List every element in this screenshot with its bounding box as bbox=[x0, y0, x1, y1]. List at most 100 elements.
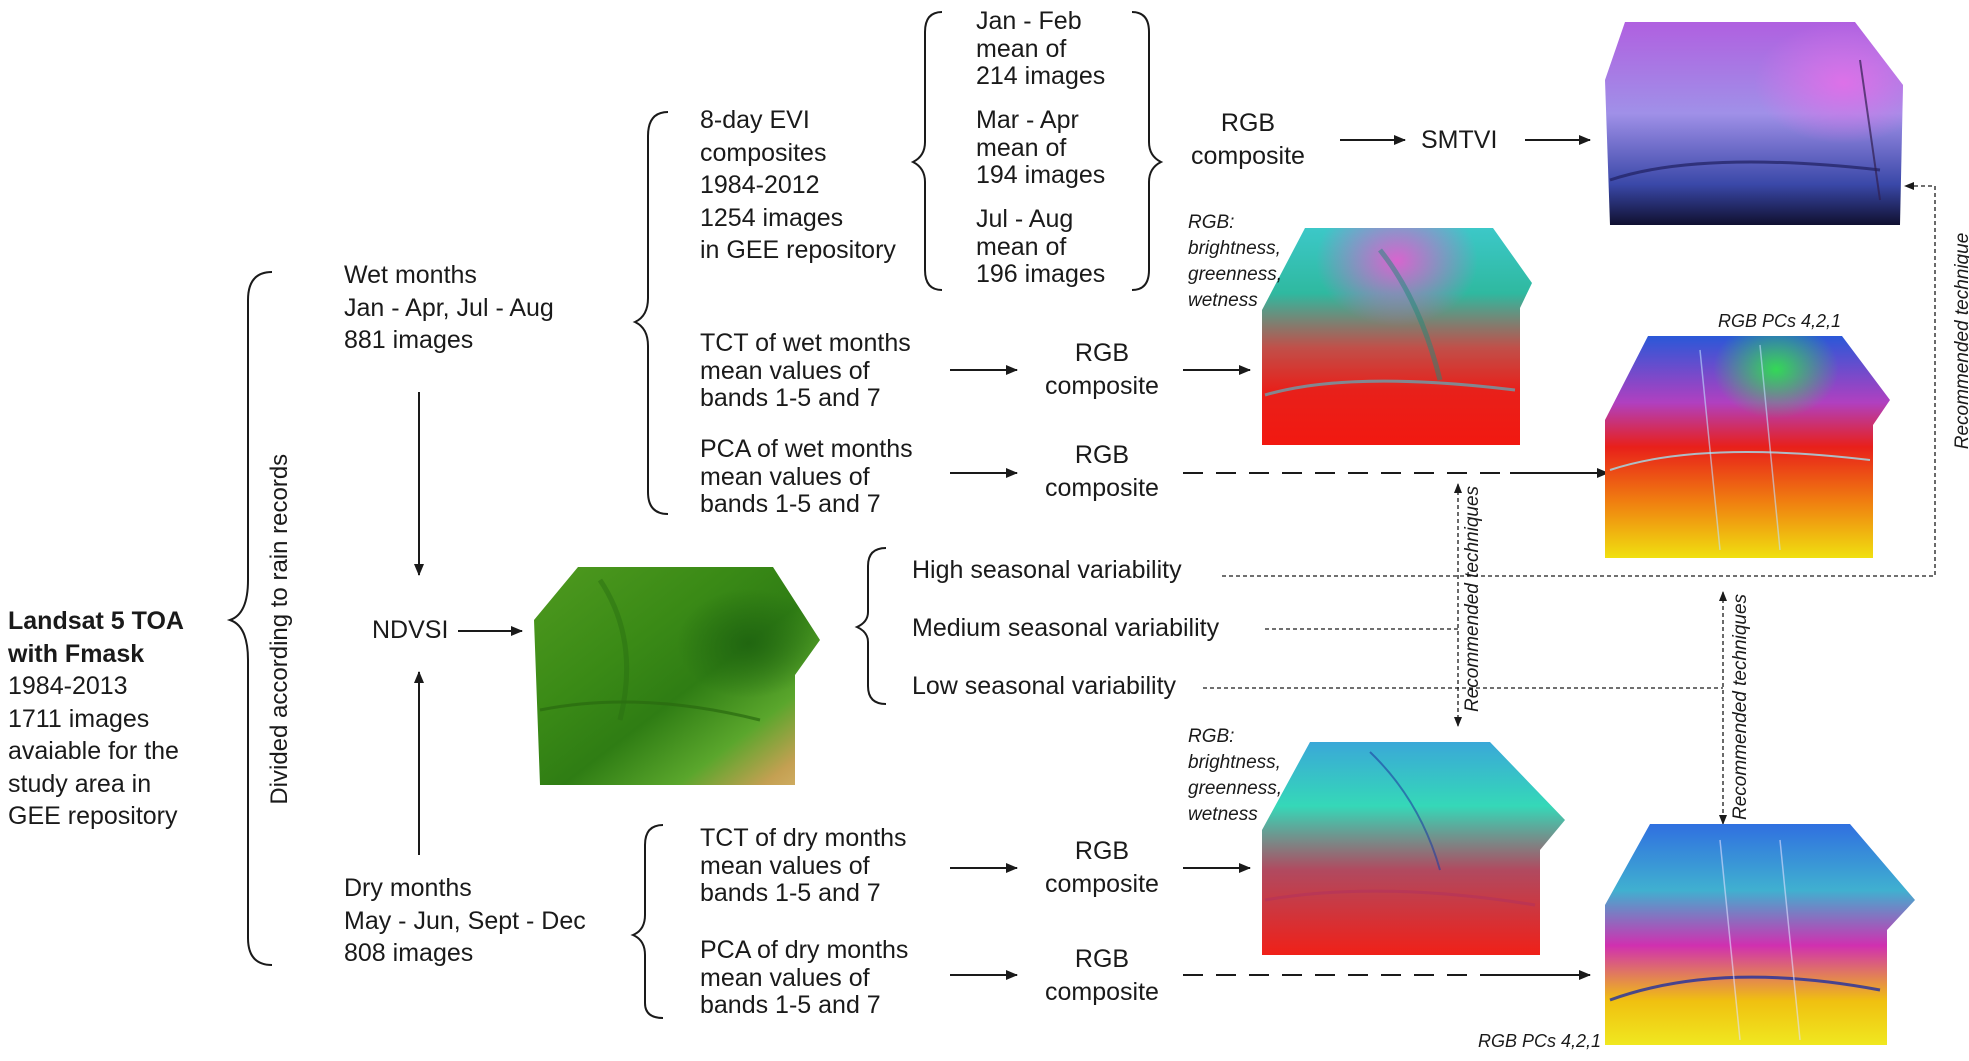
tct-wet-line-2: mean values of bbox=[700, 356, 870, 385]
tct-dry-line-2: mean values of bbox=[700, 851, 870, 880]
pca-wet-map-image bbox=[1605, 336, 1890, 558]
period-jul-aug: Jul - Aug mean of 196 images bbox=[976, 205, 1106, 289]
pca-wet-line-3: bands 1-5 and 7 bbox=[700, 490, 881, 518]
source-title-line-2: with Fmask bbox=[8, 639, 145, 668]
evi-rgb-composite: RGB composite bbox=[1178, 107, 1318, 172]
wet-brace bbox=[632, 111, 669, 515]
pca-wet-block: PCA of wet months mean values of bands 1… bbox=[700, 435, 913, 519]
dry-months-count: 808 images bbox=[344, 939, 474, 967]
dry-brace bbox=[630, 824, 664, 1019]
period-jan-feb-months: Jan - Feb bbox=[976, 7, 1082, 35]
source-details-line-3: avaiable for the bbox=[8, 737, 179, 765]
tct-dry-caption-line-2: brightness, bbox=[1188, 752, 1281, 773]
source-details-line-4: study area in bbox=[8, 769, 152, 798]
tct-dry-line-3: bands 1-5 and 7 bbox=[700, 879, 881, 907]
tct-dry-image-caption: RGB: brightness, greenness, wetness bbox=[1188, 724, 1282, 828]
dry-months-range: May - Jun, Sept - Dec bbox=[344, 906, 586, 935]
tct-wet-caption-line-3: greenness, bbox=[1188, 264, 1283, 285]
pca-dry-line-2: mean values of bbox=[700, 963, 870, 992]
pca-dry-map-image bbox=[1605, 824, 1915, 1045]
pca-dry-image-caption: RGB PCs 4,2,1 bbox=[1478, 1031, 1602, 1051]
evi-block: 8-day EVI composites 1984-2012 1254 imag… bbox=[700, 104, 896, 267]
pca-wet-image-caption: RGB PCs 4,2,1 bbox=[1718, 311, 1842, 331]
source-brace bbox=[226, 271, 273, 966]
period-mar-apr-months: Mar - Apr bbox=[976, 106, 1079, 134]
tct-dry-rgb-composite: RGB composite bbox=[1032, 835, 1172, 900]
period-mar-apr-label: mean of bbox=[976, 133, 1067, 162]
tct-wet-caption-line-4: wetness bbox=[1188, 290, 1258, 311]
tct-wet-caption-line-2: brightness, bbox=[1188, 238, 1281, 259]
tct-dry-caption-line-4: wetness bbox=[1188, 804, 1258, 825]
tct-wet-rgb-line-2: composite bbox=[1045, 371, 1159, 400]
wet-months-title: Wet months bbox=[344, 261, 477, 289]
tct-wet-line-3: bands 1-5 and 7 bbox=[700, 384, 881, 412]
tct-dry-caption-line-3: greenness, bbox=[1188, 778, 1283, 799]
evi-line-3: 1984-2012 bbox=[700, 171, 820, 199]
ndvsi-label: NDVSI bbox=[372, 616, 449, 644]
wet-months-count: 881 images bbox=[344, 326, 474, 354]
evi-rgb-line-1: RGB bbox=[1220, 109, 1276, 137]
pca-dry-rgb-line-2: composite bbox=[1045, 977, 1159, 1006]
wet-months-range: Jan - Apr, Jul - Aug bbox=[344, 293, 554, 322]
pca-dry-rgb-composite: RGB composite bbox=[1032, 943, 1172, 1008]
smtvi-map-image bbox=[1605, 22, 1903, 225]
recommended-techniques-lower-label: Recommended techniques bbox=[1730, 593, 1751, 820]
tct-wet-block: TCT of wet months mean values of bands 1… bbox=[700, 329, 911, 413]
source-title: Landsat 5 TOA with Fmask bbox=[8, 605, 184, 670]
periods-open-brace bbox=[910, 11, 943, 291]
evi-line-1: 8-day EVI bbox=[700, 106, 810, 134]
tct-wet-caption-line-1: RGB: bbox=[1188, 212, 1235, 233]
tct-wet-line-1: TCT of wet months bbox=[700, 329, 911, 357]
pca-wet-rgb-composite: RGB composite bbox=[1032, 439, 1172, 504]
period-jan-feb: Jan - Feb mean of 214 images bbox=[976, 7, 1106, 91]
pca-wet-line-1: PCA of wet months bbox=[700, 435, 913, 463]
variability-brace bbox=[854, 547, 887, 705]
periods-close-brace bbox=[1131, 11, 1164, 291]
dry-months-block: Dry months May - Jun, Sept - Dec 808 ima… bbox=[344, 872, 586, 970]
tct-dry-rgb-line-1: RGB bbox=[1074, 837, 1130, 865]
evi-line-5: in GEE repository bbox=[700, 236, 896, 264]
tct-wet-image-caption: RGB: brightness, greenness, wetness bbox=[1188, 210, 1282, 314]
ndvsi-map-image bbox=[534, 567, 820, 785]
tct-wet-map-image bbox=[1262, 228, 1532, 445]
tct-dry-block: TCT of dry months mean values of bands 1… bbox=[700, 824, 907, 908]
tct-dry-map-image bbox=[1262, 742, 1565, 955]
tct-wet-rgb-line-1: RGB bbox=[1074, 339, 1130, 367]
pca-dry-rgb-line-1: RGB bbox=[1074, 945, 1130, 973]
pca-dry-line-1: PCA of dry months bbox=[700, 936, 909, 964]
tct-dry-rgb-line-2: composite bbox=[1045, 869, 1159, 898]
evi-line-4: 1254 images bbox=[700, 203, 844, 232]
low-variability-label: Low seasonal variability bbox=[912, 672, 1177, 700]
recommended-technique-label: Recommended technique bbox=[1952, 232, 1969, 450]
tct-dry-caption-line-1: RGB: bbox=[1188, 726, 1235, 747]
smtvi-label: SMTVI bbox=[1421, 126, 1498, 154]
source-details: 1984-2013 1711 images avaiable for the s… bbox=[8, 670, 179, 833]
period-jul-aug-months: Jul - Aug bbox=[976, 205, 1074, 233]
evi-rgb-line-2: composite bbox=[1191, 141, 1305, 170]
pca-wet-rgb-line-2: composite bbox=[1045, 473, 1159, 502]
tct-wet-rgb-composite: RGB composite bbox=[1032, 337, 1172, 402]
pca-dry-line-3: bands 1-5 and 7 bbox=[700, 991, 881, 1019]
high-variability-label: High seasonal variability bbox=[912, 556, 1182, 584]
period-jan-feb-label: mean of bbox=[976, 34, 1067, 63]
medium-variability-label: Medium seasonal variability bbox=[912, 614, 1220, 642]
source-image-count: 1711 images bbox=[8, 704, 150, 733]
source-years: 1984-2013 bbox=[8, 672, 128, 700]
split-label: Divided according to rain records bbox=[265, 453, 293, 805]
period-jul-aug-count: 196 images bbox=[976, 260, 1106, 288]
recommended-techniques-upper-label: Recommended techniques bbox=[1462, 485, 1483, 712]
period-mar-apr: Mar - Apr mean of 194 images bbox=[976, 106, 1106, 190]
dry-months-title: Dry months bbox=[344, 874, 472, 902]
evi-line-2: composites bbox=[700, 138, 827, 167]
tct-dry-line-1: TCT of dry months bbox=[700, 824, 907, 852]
source-details-line-5: GEE repository bbox=[8, 802, 178, 830]
period-jul-aug-label: mean of bbox=[976, 232, 1067, 261]
pca-wet-rgb-line-1: RGB bbox=[1074, 441, 1130, 469]
period-mar-apr-count: 194 images bbox=[976, 161, 1106, 189]
source-title-line-1: Landsat 5 TOA bbox=[8, 607, 184, 635]
pca-wet-line-2: mean values of bbox=[700, 462, 870, 491]
wet-months-block: Wet months Jan - Apr, Jul - Aug 881 imag… bbox=[344, 259, 554, 357]
pca-dry-block: PCA of dry months mean values of bands 1… bbox=[700, 936, 909, 1020]
period-jan-feb-count: 214 images bbox=[976, 62, 1106, 90]
